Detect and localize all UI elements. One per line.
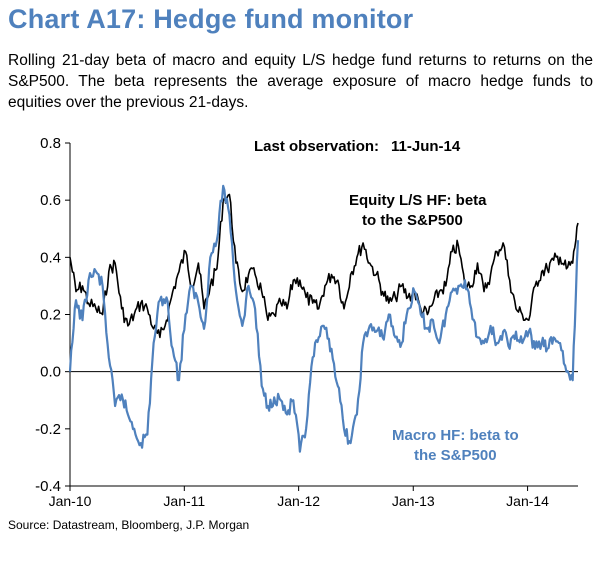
axes-layer: -0.4 -0.2 0.0 0.2 0.4 0.6 0.8 Jan-10 Jan-11 Jan-1… (35, 135, 578, 509)
equity-series-label-line2: to the S&P500 (362, 212, 463, 229)
chart-subtitle: Rolling 21-day beta of macro and equity … (8, 52, 593, 111)
equity-ls-series-line (69, 193, 579, 339)
x-tick-label: Jan-12 (277, 493, 320, 509)
x-tick-label: Jan-13 (392, 493, 435, 509)
y-tick-label: 0.2 (40, 307, 61, 324)
x-tick-label: Jan-11 (163, 493, 205, 509)
series-layer (68, 184, 580, 453)
chart-title: Chart A17: Hedge fund monitor (8, 4, 414, 34)
y-tick-label: 0.4 (40, 249, 61, 266)
equity-series-label: Equity L/S HF: beta (349, 192, 487, 209)
y-tick-label: -0.2 (35, 421, 61, 438)
x-tick-label: Jan-10 (49, 493, 92, 509)
labels-layer: Last observation: 11-Jun-14 Equity L/S H… (254, 138, 519, 464)
y-tick-label: -0.4 (35, 478, 61, 495)
source-note: Source: Datastream, Bloomberg, J.P. Morg… (8, 518, 250, 532)
last-observation-date: 11-Jun-14 (391, 138, 461, 155)
y-tick-label: 0.0 (40, 364, 61, 381)
macro-series-line (68, 184, 580, 453)
x-tick-label: Jan-14 (506, 493, 549, 509)
y-tick-label: 0.6 (40, 192, 61, 209)
macro-series-label-line2: the S&P500 (414, 447, 497, 464)
last-observation-label: Last observation: (254, 138, 379, 155)
y-tick-label: 0.8 (40, 135, 61, 152)
macro-series-label: Macro HF: beta to (392, 427, 519, 444)
